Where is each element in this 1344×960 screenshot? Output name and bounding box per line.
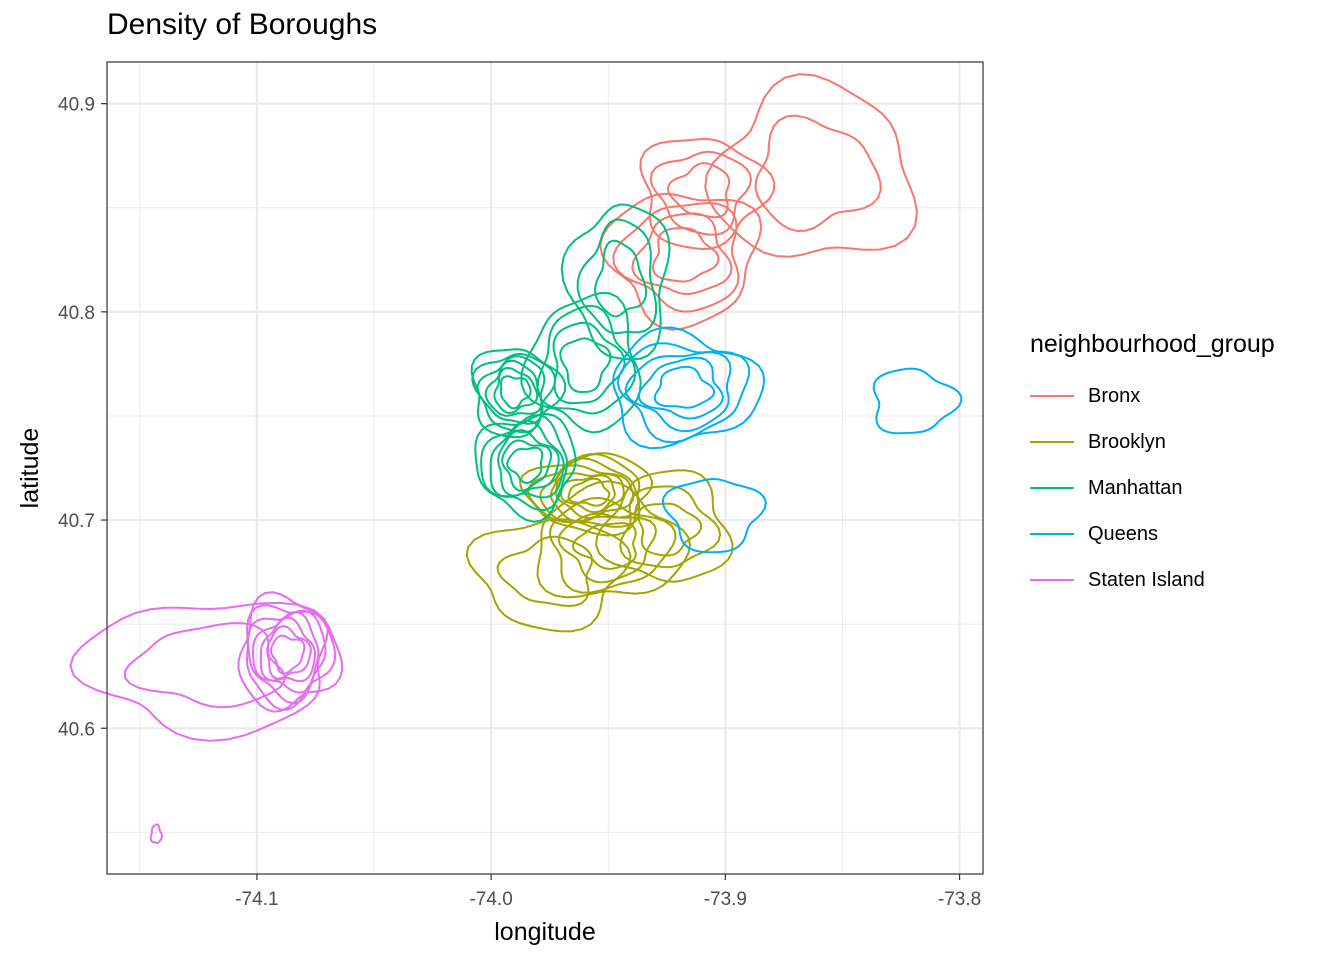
legend-item-bronx: Bronx (1030, 373, 1275, 419)
contour-line (149, 823, 164, 844)
contour-line (637, 502, 702, 557)
y-axis-title: latitude (16, 428, 44, 509)
contour-line (649, 150, 753, 236)
legend-item-queens: Queens (1030, 511, 1275, 557)
contour-line (872, 367, 963, 435)
y-tick-label: 40.6 (58, 719, 95, 740)
contour-line (501, 439, 553, 492)
contour-line (123, 622, 286, 709)
legend-title: neighbourhood_group (1030, 330, 1275, 358)
legend-label-manhattan: Manhattan (1088, 476, 1183, 499)
contour-line (474, 412, 577, 523)
contour-line (251, 611, 320, 694)
plot-background (107, 62, 983, 874)
contour-line (611, 326, 766, 450)
legend-key-staten-island (1030, 579, 1074, 581)
legend-label-brooklyn: Brooklyn (1088, 430, 1166, 453)
contour-line (552, 321, 626, 405)
contour-line (480, 414, 569, 511)
contour-series-brooklyn (465, 452, 734, 633)
contour-line (653, 365, 716, 409)
legend-item-brooklyn: Brooklyn (1030, 419, 1275, 465)
contour-line (497, 428, 560, 497)
contour-line (667, 162, 731, 219)
legend-key-bronx (1030, 395, 1074, 397)
contour-line (536, 304, 637, 415)
contour-line (595, 469, 734, 583)
x-tick-label: -73.9 (704, 889, 747, 910)
contour-line (567, 477, 611, 507)
y-tick-label: 40.8 (58, 303, 95, 324)
contour-line (624, 351, 732, 433)
legend-key-queens (1030, 533, 1074, 535)
contour-line (631, 212, 733, 296)
contour-line (246, 609, 327, 705)
contour-line (496, 535, 594, 608)
x-axis-title: longitude (494, 918, 595, 946)
contour-line (520, 291, 642, 434)
contour-line (576, 218, 657, 335)
y-axis: 40.6 40.7 40.8 40.9 (58, 95, 107, 740)
y-tick-label: 40.9 (58, 95, 95, 116)
legend: neighbourhood_group Bronx Brooklyn Manha… (1030, 330, 1275, 603)
contour-line (637, 356, 724, 420)
x-tick-label: -73.8 (938, 889, 981, 910)
chart-title: Density of Boroughs (107, 8, 378, 41)
legend-label-bronx: Bronx (1088, 384, 1141, 407)
contour-line (619, 485, 722, 569)
contour-line (560, 203, 671, 361)
x-tick-label: -74.1 (235, 889, 278, 910)
contour-line (555, 472, 625, 520)
contour-line (489, 419, 565, 499)
contour-line (506, 446, 544, 485)
contour-series-bronx (599, 73, 919, 331)
contour-line (599, 192, 763, 331)
legend-key-manhattan (1030, 487, 1074, 489)
contour-line (269, 634, 306, 675)
legend-label-staten-island: Staten Island (1088, 568, 1205, 591)
legend-item-staten-island: Staten Island (1030, 557, 1275, 603)
density-contours (69, 73, 963, 844)
legend-label-queens: Queens (1088, 522, 1159, 545)
contour-line (536, 480, 692, 599)
contour-line (594, 239, 648, 318)
contour-line (754, 114, 882, 233)
contour-series-manhattan (470, 203, 671, 523)
contour-series-staten-island (69, 591, 344, 844)
contour-line (548, 496, 677, 594)
contour-line (571, 522, 637, 570)
contour-line (465, 518, 632, 633)
contour-series-queens (611, 326, 963, 554)
contour-line (661, 477, 767, 554)
contour-line (704, 73, 919, 258)
plot-panel-border (106, 61, 984, 875)
x-tick-label: -74.0 (469, 889, 512, 910)
legend-item-manhattan: Manhattan (1030, 465, 1275, 511)
x-axis: -74.1 -74.0 -73.9 -73.8 (235, 874, 981, 910)
y-tick-label: 40.7 (58, 511, 95, 532)
contour-line (612, 202, 740, 313)
legend-key-brooklyn (1030, 441, 1074, 443)
contour-line (471, 352, 557, 434)
contour-line (476, 355, 546, 425)
contour-line (259, 616, 317, 683)
contour-line (69, 601, 329, 742)
contour-line (493, 366, 539, 415)
contour-line (484, 359, 543, 417)
